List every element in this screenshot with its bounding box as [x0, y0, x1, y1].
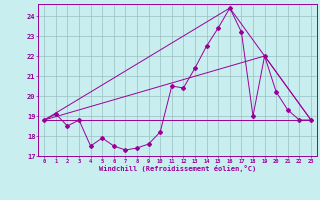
X-axis label: Windchill (Refroidissement éolien,°C): Windchill (Refroidissement éolien,°C) [99, 165, 256, 172]
